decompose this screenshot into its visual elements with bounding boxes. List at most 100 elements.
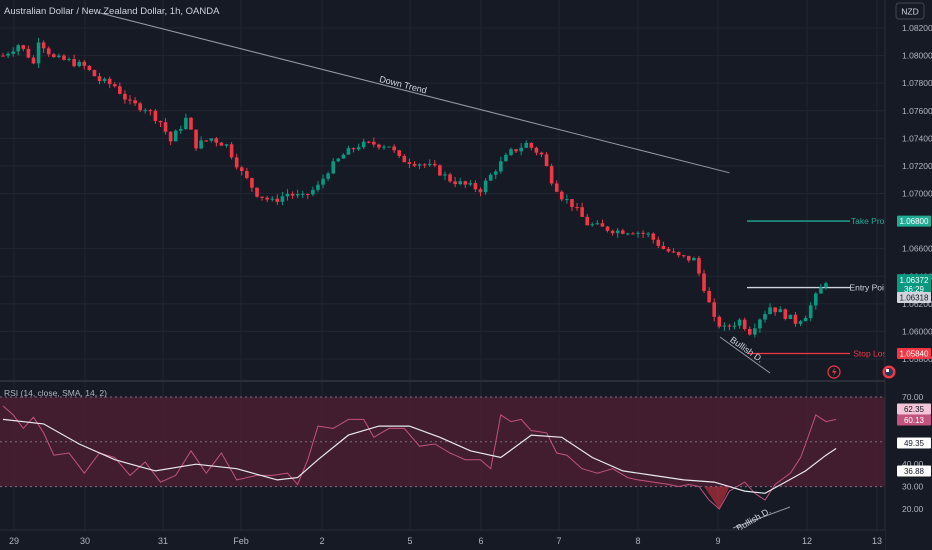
current-price-bg: [897, 274, 931, 295]
candle-body: [148, 110, 153, 112]
take-profit-price: 1.06800: [900, 217, 929, 226]
entry-price: 1.06318: [900, 294, 929, 303]
time-axis-ticks: 29 30 31 Feb 2 5 6 7 8 9 12 13: [9, 536, 882, 546]
candle-body: [742, 319, 747, 329]
candle-body: [158, 120, 163, 123]
candle-body: [499, 161, 503, 172]
candle-body: [97, 76, 102, 82]
candle-body: [692, 257, 696, 261]
candle-body: [453, 181, 457, 185]
currency-badge[interactable]: [895, 2, 925, 20]
time-tick-label: 8: [635, 536, 640, 546]
candle-body: [681, 255, 686, 257]
candle-body: [351, 148, 356, 150]
candle-body: [463, 181, 468, 185]
price-tick-label: 1.07200: [902, 161, 932, 171]
candle-body: [493, 171, 498, 175]
rsi-value-label: 60.13: [904, 416, 925, 425]
candle-body: [636, 232, 640, 234]
candle-body: [16, 45, 21, 52]
current-price-label: 1.06372: [900, 276, 929, 285]
candle-body: [570, 199, 574, 208]
time-tick-label: 30: [80, 536, 90, 546]
rsi-tick-label: 20.00: [902, 504, 924, 514]
lightning-icon[interactable]: [827, 365, 841, 379]
candle-body: [128, 99, 132, 101]
candle-body: [179, 129, 183, 131]
candle-body: [646, 233, 650, 235]
candle-body: [519, 147, 523, 152]
stop-loss-price: 1.05840: [900, 349, 929, 358]
trade-levels[interactable]: Take Profit Entry Point Stop Loss: [747, 216, 892, 358]
candle-body: [326, 173, 330, 179]
candle-body: [580, 207, 584, 217]
candle-body: [214, 138, 219, 143]
countdown-label: 36:29: [904, 285, 925, 294]
candle-body: [321, 178, 325, 185]
time-tick-label: 6: [478, 536, 483, 546]
candle-body: [600, 223, 605, 227]
candle-body: [427, 163, 432, 166]
time-axis-bg: [0, 530, 885, 550]
candle-body: [300, 193, 305, 195]
candle-body: [123, 93, 127, 100]
rsi-line: [2, 405, 837, 510]
candle-body: [727, 325, 732, 327]
candle-body: [331, 161, 335, 174]
candle-body: [514, 149, 518, 152]
price-tick-label: 1.08200: [902, 23, 932, 33]
candle-body: [448, 174, 452, 182]
time-tick-label: 29: [9, 536, 19, 546]
candle-body: [11, 51, 15, 54]
candle-body: [194, 129, 198, 149]
candle-body: [544, 154, 549, 167]
candle-body: [590, 224, 595, 226]
candle-body: [67, 59, 71, 61]
rsi-title: RSI (14, close, SMA, 14, 2): [4, 388, 107, 398]
candle-body: [575, 207, 579, 209]
candle-body: [36, 42, 41, 64]
price-tick-label: 1.06600: [902, 244, 932, 254]
candle-body: [656, 239, 661, 246]
candle-body: [478, 189, 483, 193]
rsi-series: [2, 405, 837, 510]
candle-body: [824, 283, 828, 288]
candle-body: [31, 57, 36, 64]
rsi-tick-label: 30.00: [902, 482, 924, 492]
bullish-divergence-line: [719, 336, 771, 374]
price-tick-label: 1.05800: [902, 354, 932, 364]
candle-body: [285, 193, 290, 197]
candle-body: [814, 293, 818, 306]
candle-body: [473, 183, 478, 190]
candle-body: [641, 232, 645, 234]
candle-body: [260, 196, 264, 198]
candle-body: [239, 167, 244, 172]
candle-body: [72, 59, 76, 67]
candle-body: [46, 48, 51, 55]
candle-body: [306, 193, 310, 195]
candle-body: [6, 53, 10, 56]
down-trend-line[interactable]: Down Trend: [99, 12, 730, 174]
time-tick-label: 31: [158, 536, 168, 546]
candle-body: [524, 142, 529, 148]
candle-body: [631, 233, 635, 235]
candle-body: [133, 100, 137, 104]
flag-icon[interactable]: [882, 365, 896, 379]
candle-body: [265, 197, 269, 200]
rsi-value-label-bg: [897, 437, 931, 449]
candle-body: [387, 146, 391, 148]
candle-body: [26, 48, 31, 58]
candle-body: [768, 307, 772, 315]
take-profit-price-bg: [897, 215, 931, 227]
candle-body: [793, 314, 798, 324]
stop-loss-price-bg: [897, 347, 931, 359]
candle-body: [204, 140, 208, 142]
candle-body: [82, 61, 87, 66]
candle-body: [651, 233, 656, 240]
candle-body: [62, 55, 66, 60]
rsi-value-label: 62.35: [904, 405, 925, 414]
candle-body: [234, 157, 239, 168]
candle-body: [112, 84, 117, 87]
